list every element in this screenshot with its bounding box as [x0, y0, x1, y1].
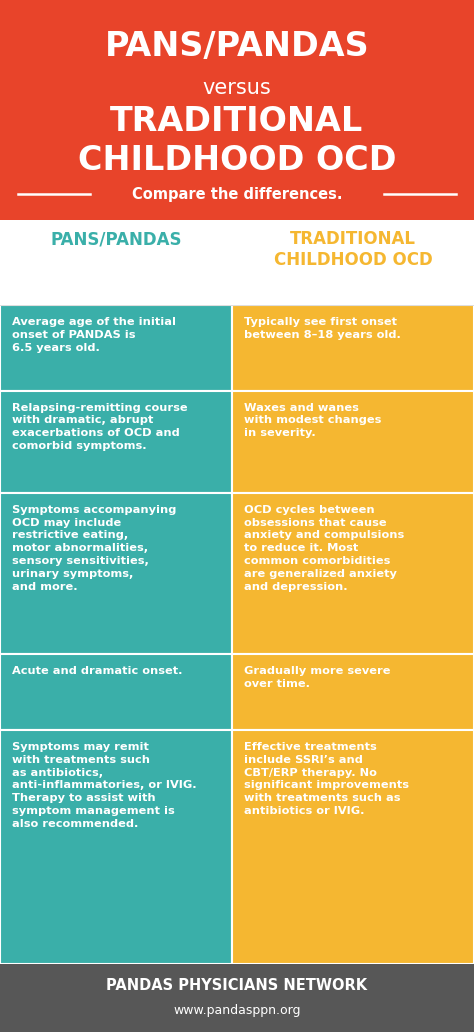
Text: Compare the differences.: Compare the differences. — [132, 187, 342, 201]
Text: PANS/PANDAS: PANS/PANDAS — [105, 30, 369, 63]
Bar — [0, 391, 232, 493]
Bar — [0, 493, 232, 654]
Text: Typically see first onset
between 8–18 years old.: Typically see first onset between 8–18 y… — [244, 317, 401, 340]
Text: Symptoms accompanying
OCD may include
restrictive eating,
motor abnormalities,
s: Symptoms accompanying OCD may include re… — [12, 505, 176, 591]
Text: PANDAS PHYSICIANS NETWORK: PANDAS PHYSICIANS NETWORK — [107, 978, 367, 993]
Text: TRADITIONAL
CHILDHOOD OCD: TRADITIONAL CHILDHOOD OCD — [78, 105, 396, 178]
Bar — [232, 305, 474, 391]
Text: Gradually more severe
over time.: Gradually more severe over time. — [244, 667, 391, 689]
Bar — [0, 654, 232, 730]
Text: TRADITIONAL
CHILDHOOD OCD: TRADITIONAL CHILDHOOD OCD — [273, 230, 432, 268]
Bar — [0, 305, 232, 391]
Bar — [232, 730, 474, 964]
Bar — [232, 654, 474, 730]
Text: www.pandasppn.org: www.pandasppn.org — [173, 1004, 301, 1017]
Bar — [232, 391, 474, 493]
Text: PANS/PANDAS: PANS/PANDAS — [50, 230, 182, 248]
Bar — [232, 493, 474, 654]
Text: Acute and dramatic onset.: Acute and dramatic onset. — [12, 667, 182, 676]
Text: Relapsing-remitting course
with dramatic, abrupt
exacerbations of OCD and
comorb: Relapsing-remitting course with dramatic… — [12, 402, 188, 451]
Text: Average age of the initial
onset of PANDAS is
6.5 years old.: Average age of the initial onset of PAND… — [12, 317, 176, 353]
Text: Effective treatments
include SSRI’s and
CBT/ERP therapy. No
significant improvem: Effective treatments include SSRI’s and … — [244, 742, 409, 816]
Text: versus: versus — [202, 78, 272, 98]
Text: Waxes and wanes
with modest changes
in severity.: Waxes and wanes with modest changes in s… — [244, 402, 382, 439]
Bar — [0, 730, 232, 964]
Bar — [0, 0, 474, 220]
Text: OCD cycles between
obsessions that cause
anxiety and compulsions
to reduce it. M: OCD cycles between obsessions that cause… — [244, 505, 404, 591]
Text: Symptoms may remit
with treatments such
as antibiotics,
anti-inflammatories, or : Symptoms may remit with treatments such … — [12, 742, 197, 829]
Bar — [0, 964, 474, 1032]
